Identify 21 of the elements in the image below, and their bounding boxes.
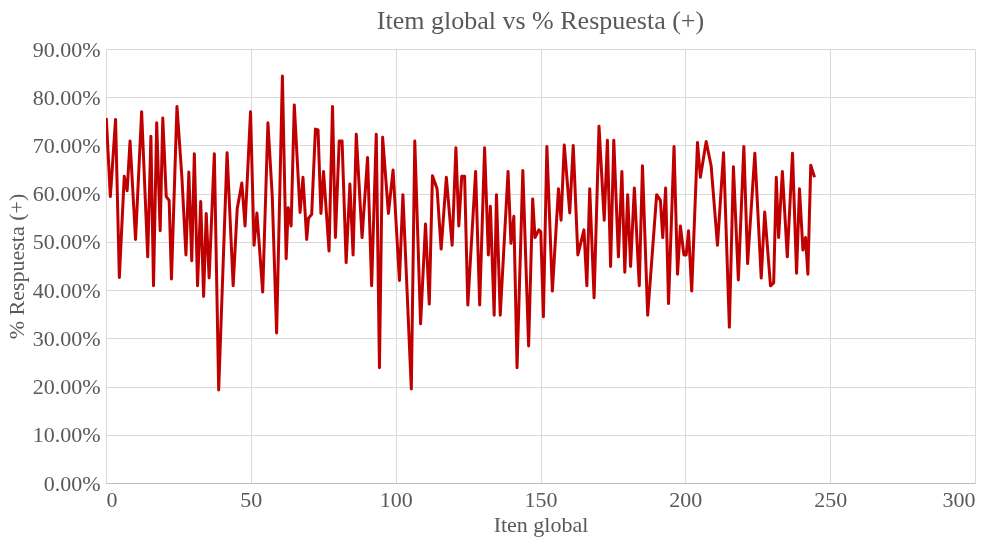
x-axis-title: Iten global <box>493 511 589 537</box>
x-tick-label: 50 <box>240 486 263 512</box>
chart-title: Item global vs % Respuesta (+) <box>376 6 705 35</box>
y-tick-label: 10.00% <box>32 422 101 448</box>
y-tick-label: 50.00% <box>32 229 101 255</box>
x-tick-label: 0 <box>106 486 118 512</box>
x-tick-label: 100 <box>379 486 413 512</box>
y-tick-label: 80.00% <box>32 84 101 110</box>
y-tick-label: 70.00% <box>32 132 101 158</box>
y-tick-label: 20.00% <box>32 374 101 400</box>
x-tick-label: 300 <box>942 486 976 512</box>
y-tick-label: 60.00% <box>32 181 101 207</box>
y-tick-label: 90.00% <box>32 36 101 62</box>
x-tick-label: 200 <box>669 486 703 512</box>
line-series <box>106 74 817 392</box>
x-tick-label: 250 <box>814 486 848 512</box>
y-tick-label: 40.00% <box>32 277 101 303</box>
y-tick-label: 0.00% <box>43 470 101 496</box>
y-tick-label: 30.00% <box>32 325 101 351</box>
x-tick-label: 150 <box>524 486 558 512</box>
y-axis-title: % Respuesta (+) <box>3 193 29 340</box>
